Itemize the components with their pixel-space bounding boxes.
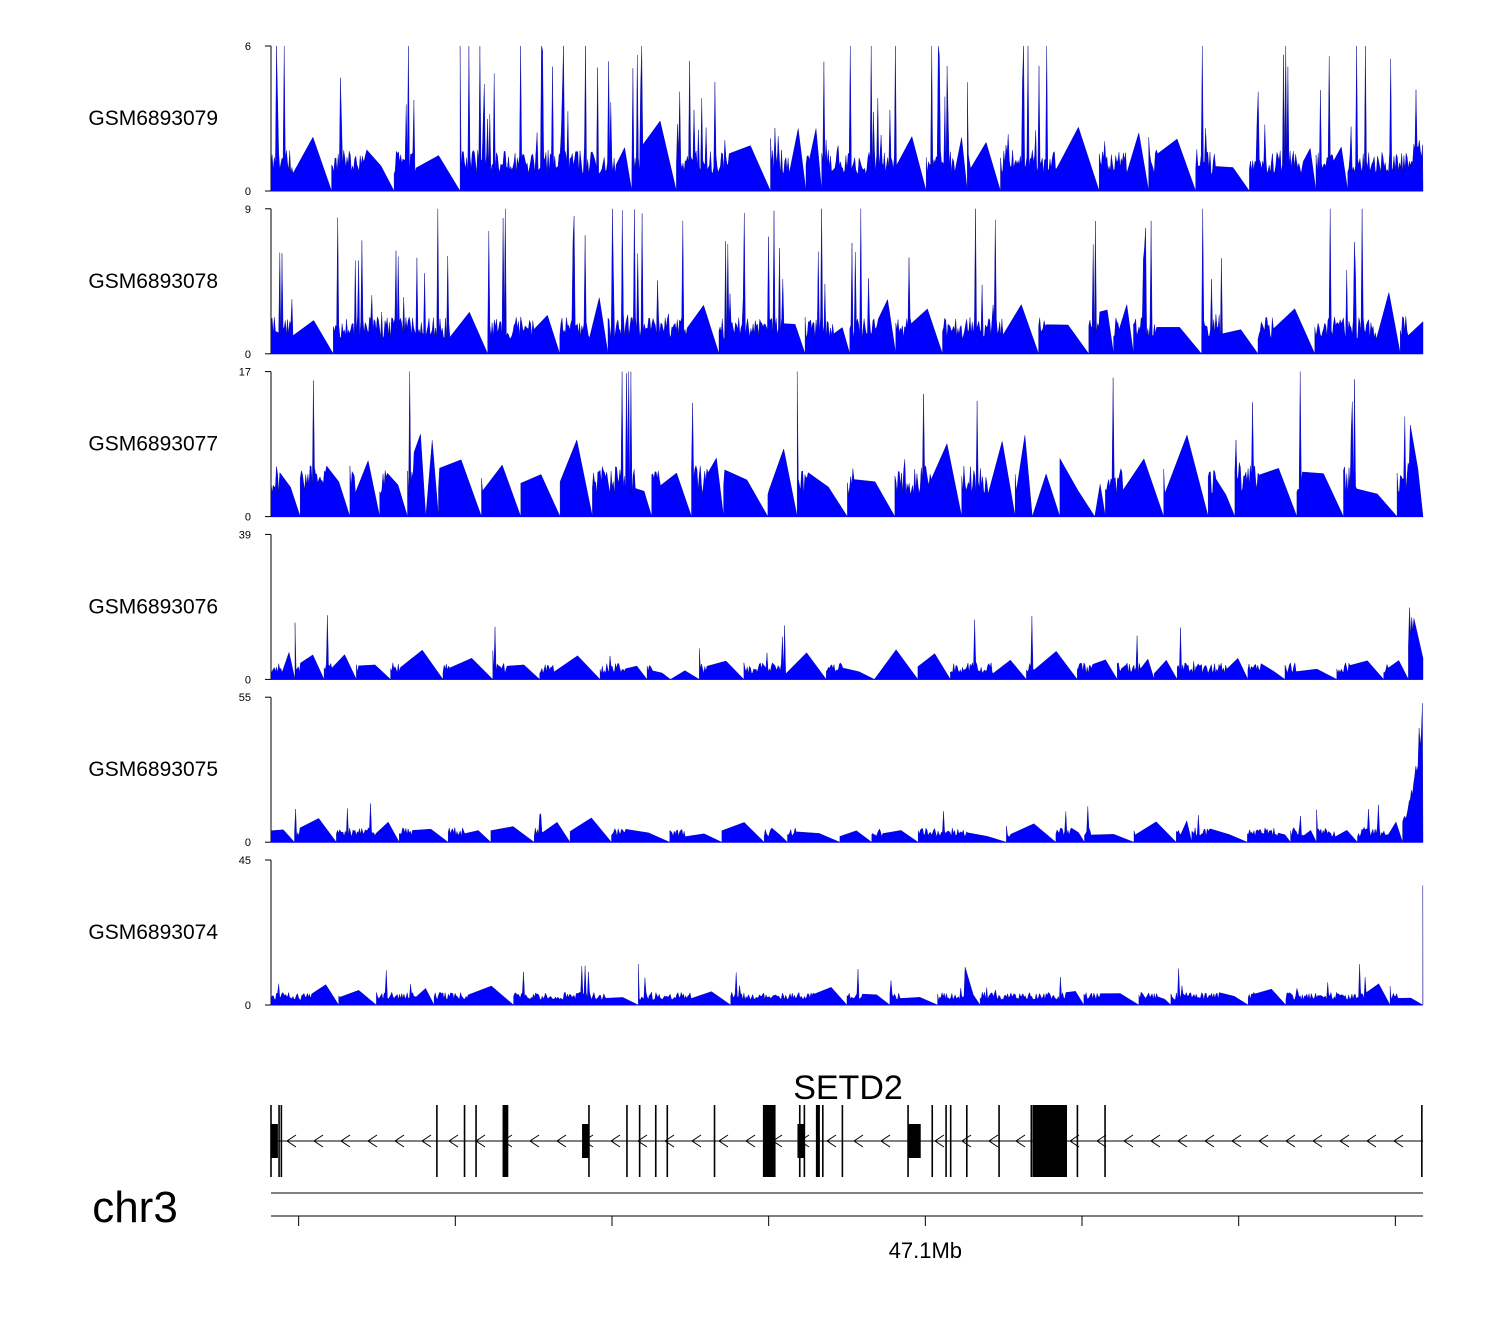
y-min-label: 0 (245, 512, 251, 524)
track-label: GSM6893074 (88, 921, 218, 944)
exon-block (797, 1124, 805, 1158)
y-max-label: 17 (239, 367, 251, 379)
axis-tick-label: 47.1Mb (889, 1238, 962, 1263)
signal-area (270, 371, 1424, 518)
signal-area (270, 45, 1424, 192)
gene-label: SETD2 (793, 1069, 903, 1107)
strand-chevron (826, 1134, 837, 1148)
y-min-label: 0 (245, 349, 251, 361)
y-min-label: 0 (245, 1000, 251, 1012)
y-min-label: 0 (245, 674, 251, 686)
strand-chevron (1366, 1134, 1377, 1148)
chromosome-label: chr3 (92, 1183, 178, 1232)
track-label: GSM6893077 (88, 433, 218, 456)
strand-chevron (1177, 1134, 1188, 1148)
strand-chevron (1150, 1134, 1161, 1148)
strand-chevron (853, 1134, 864, 1148)
strand-chevron (718, 1134, 729, 1148)
strand-chevron (1285, 1134, 1296, 1148)
strand-chevron (1231, 1134, 1242, 1148)
exon-block (815, 1105, 820, 1177)
strand-chevron (340, 1134, 351, 1148)
strand-chevron (421, 1134, 432, 1148)
strand-chevron (745, 1134, 756, 1148)
signal-area (270, 703, 1424, 843)
strand-chevron (367, 1134, 378, 1148)
track-label: GSM6893075 (88, 758, 218, 781)
strand-chevron (1312, 1134, 1323, 1148)
exon-block (1032, 1105, 1068, 1177)
strand-chevron (988, 1134, 999, 1148)
strand-chevron (934, 1134, 945, 1148)
track-GSM6893078: GSM6893078 9 0 (88, 204, 1424, 361)
strand-chevron (529, 1134, 540, 1148)
strand-chevron (286, 1134, 297, 1148)
signal-tracks: GSM689307960GSM689307890GSM6893077170GSM… (88, 41, 1424, 1012)
strand-chevron (313, 1134, 324, 1148)
y-max-label: 45 (239, 855, 251, 867)
track-GSM6893077: GSM6893077 17 0 (88, 367, 1424, 524)
track-GSM6893076: GSM6893076 39 0 (88, 529, 1424, 686)
y-min-label: 0 (245, 186, 251, 198)
strand-chevron (637, 1134, 648, 1148)
strand-chevron (394, 1134, 405, 1148)
track-label: GSM6893079 (88, 107, 218, 130)
strand-chevron (448, 1134, 459, 1148)
strand-chevron (610, 1134, 621, 1148)
signal-area (270, 885, 1424, 1006)
exon-block (502, 1105, 509, 1177)
strand-chevron (880, 1134, 891, 1148)
exon-block (908, 1124, 921, 1158)
strand-chevron (1069, 1134, 1080, 1148)
track-label: GSM6893078 (88, 270, 218, 293)
track-GSM6893074: GSM6893074 45 0 (88, 855, 1424, 1012)
strand-chevron (556, 1134, 567, 1148)
strand-chevron (1096, 1134, 1107, 1148)
strand-chevron (664, 1134, 675, 1148)
strand-chevron (1204, 1134, 1215, 1148)
y-max-label: 9 (245, 204, 251, 216)
strand-chevron (1339, 1134, 1350, 1148)
y-max-label: 6 (245, 41, 251, 53)
strand-chevron (1393, 1134, 1404, 1148)
y-max-label: 55 (239, 692, 251, 704)
track-GSM6893075: GSM6893075 55 0 (88, 692, 1424, 849)
strand-chevron (1123, 1134, 1134, 1148)
signal-area (270, 607, 1424, 681)
strand-chevron (1015, 1134, 1026, 1148)
strand-chevron (961, 1134, 972, 1148)
strand-chevron (691, 1134, 702, 1148)
gene-track: SETD2 (270, 1069, 1423, 1177)
exon-block (582, 1124, 589, 1158)
exon-block (271, 1124, 278, 1158)
track-label: GSM6893076 (88, 595, 218, 618)
track-GSM6893079: GSM6893079 6 0 (88, 41, 1424, 198)
y-min-label: 0 (245, 837, 251, 849)
y-max-label: 39 (239, 529, 251, 541)
exon-block (762, 1105, 776, 1177)
genome-axis: chr3 47.1Mb (92, 1183, 1423, 1263)
signal-area (270, 208, 1424, 355)
strand-chevron (1258, 1134, 1269, 1148)
